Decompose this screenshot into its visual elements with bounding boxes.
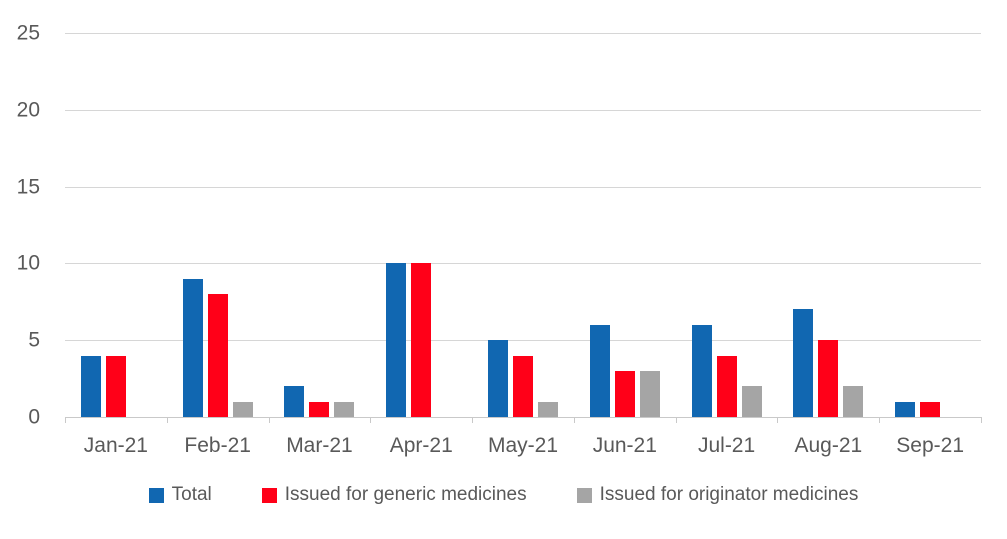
y-axis-label: 25 xyxy=(16,21,40,45)
bar-total xyxy=(80,355,101,417)
bar-groups xyxy=(65,33,981,417)
gridline xyxy=(65,263,981,265)
gridline xyxy=(65,109,981,111)
plot-area xyxy=(65,33,982,423)
bar-generic xyxy=(207,294,228,417)
legend-label-generic: Issued for generic medicines xyxy=(284,484,527,505)
bar-group xyxy=(167,33,269,417)
bar-originator xyxy=(639,370,660,417)
bar-generic xyxy=(105,355,126,417)
bar-generic xyxy=(920,401,941,417)
bar-total xyxy=(284,386,305,417)
bar-generic xyxy=(818,340,839,417)
bar-total xyxy=(386,263,407,417)
axis-tick xyxy=(166,417,168,423)
bar-generic xyxy=(309,401,330,417)
axis-tick xyxy=(879,417,881,423)
legend-item-originator: Issued for originator medicines xyxy=(576,484,859,506)
bar-total xyxy=(182,278,203,417)
bar-originator xyxy=(232,401,253,417)
legend: Total Issued for generic medicines Issue… xyxy=(0,484,1007,506)
bar-total xyxy=(589,324,610,417)
y-axis-label: 10 xyxy=(16,251,40,275)
y-axis-label: 5 xyxy=(28,328,40,352)
legend-swatch-originator xyxy=(576,487,592,503)
gridline xyxy=(65,340,981,342)
bar-group xyxy=(472,33,574,417)
bar-group xyxy=(65,33,167,417)
legend-swatch-generic xyxy=(261,487,277,503)
axis-tick xyxy=(675,417,677,423)
bar-group xyxy=(676,33,778,417)
bar-originator xyxy=(538,401,559,417)
x-axis-label: Jan-21 xyxy=(83,434,148,457)
legend-label-total: Total xyxy=(171,484,212,505)
legend-item-generic: Issued for generic medicines xyxy=(261,484,527,506)
x-axis-label: Mar-21 xyxy=(286,434,353,457)
x-axis-label: Jul-21 xyxy=(697,434,756,457)
bar-group xyxy=(879,33,981,417)
bar-originator xyxy=(741,386,762,417)
axis-tick xyxy=(268,417,270,423)
bar-generic xyxy=(513,355,534,417)
x-axis-label: Apr-21 xyxy=(389,434,453,457)
bar-group xyxy=(370,33,472,417)
gridline xyxy=(65,33,981,34)
y-axis-label: 15 xyxy=(16,175,40,199)
bar-generic xyxy=(411,263,432,417)
axis-tick xyxy=(573,417,575,423)
bar-originator xyxy=(334,401,355,417)
bar-originator xyxy=(843,386,864,417)
axis-tick xyxy=(777,417,779,423)
axis-tick xyxy=(65,417,66,423)
legend-swatch-total xyxy=(148,487,164,503)
bar-total xyxy=(691,324,712,417)
y-axis-label: 20 xyxy=(16,98,40,122)
y-axis: 0 5 10 15 20 25 xyxy=(0,23,48,428)
axis-tick xyxy=(981,417,982,423)
x-axis-label: Sep-21 xyxy=(896,434,964,457)
bar-generic xyxy=(716,355,737,417)
x-axis-label: Aug-21 xyxy=(794,434,863,457)
bar-total xyxy=(488,340,509,417)
y-axis-label: 0 xyxy=(28,405,40,429)
axis-tick xyxy=(472,417,474,423)
bar-group xyxy=(777,33,879,417)
axis-tick xyxy=(370,417,372,423)
x-axis-label: Jun-21 xyxy=(592,434,657,457)
legend-label-originator: Issued for originator medicines xyxy=(599,484,859,505)
x-axis-label: Feb-21 xyxy=(184,434,251,457)
bar-group xyxy=(269,33,371,417)
legend-item-total: Total xyxy=(148,484,212,506)
gridline xyxy=(65,186,981,188)
bar-group xyxy=(574,33,676,417)
x-axis-label: May-21 xyxy=(488,434,559,457)
bar-generic xyxy=(614,370,635,417)
bar-total xyxy=(895,401,916,417)
x-axis-labels: Jan-21 Feb-21 Mar-21 Apr-21 May-21 Jun-21 Jul-… xyxy=(65,434,981,458)
bar-total xyxy=(793,309,814,417)
